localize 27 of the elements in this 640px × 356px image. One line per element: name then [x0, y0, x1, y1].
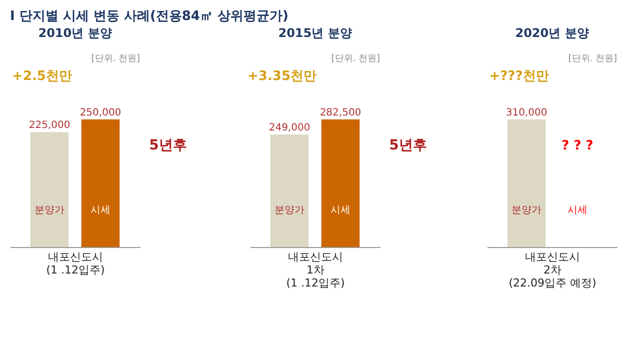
- x-tick-label: 시세: [330, 205, 350, 216]
- text: [단위. 천원]: [568, 54, 617, 64]
- data-label: 225,000: [28, 120, 70, 132]
- data-label: 250,000: [80, 107, 122, 118]
- chart-title: 2010년 분양: [38, 26, 112, 40]
- annotation: ? ? ?: [562, 138, 594, 154]
- x-tick-label: 분양가: [512, 205, 542, 216]
- x-tick-label: 시세: [90, 205, 110, 216]
- data-label: 282,500: [320, 107, 362, 118]
- text: +???천만: [489, 69, 549, 84]
- text: [단위. 천원]: [331, 54, 380, 64]
- text: +2.5천만: [12, 69, 72, 84]
- x-axis-title: 내포신도시 1차 (1 .12입주): [286, 250, 345, 290]
- text: [단위. 천원]: [91, 54, 140, 64]
- chart-title: 2020년 분양: [515, 26, 589, 40]
- x-axis-title: 내포신도시 2차 (22.09입주 예정): [508, 250, 596, 290]
- chart-title: 2015년 분양: [278, 26, 352, 40]
- text: +3.35천만: [248, 69, 316, 84]
- text: I 단지별 시세 변동 사례(전용84㎡ 상위평균가): [10, 9, 288, 24]
- text: 5년후: [389, 137, 427, 154]
- data-label: 310,000: [506, 107, 548, 118]
- text: 5년후: [149, 137, 187, 154]
- x-axis-title: 내포신도시 (1 .12입주): [46, 250, 105, 276]
- x-tick-label: 분양가: [274, 205, 305, 216]
- x-tick-label: 분양가: [34, 205, 65, 216]
- data-label: 249,000: [268, 122, 310, 134]
- x-tick-label: 시세: [567, 205, 588, 216]
